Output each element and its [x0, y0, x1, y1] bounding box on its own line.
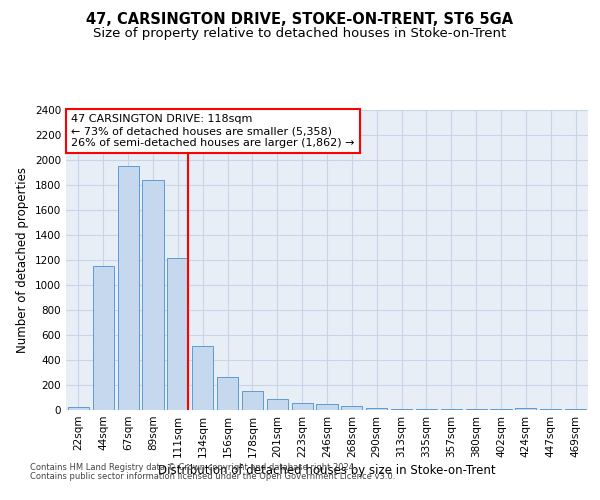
Bar: [391, 409, 412, 410]
Bar: [292, 403, 313, 410]
Bar: [167, 258, 188, 410]
Bar: [416, 409, 437, 410]
Text: 47, CARSINGTON DRIVE, STOKE-ON-TRENT, ST6 5GA: 47, CARSINGTON DRIVE, STOKE-ON-TRENT, ST…: [86, 12, 514, 28]
Bar: [316, 404, 338, 410]
Y-axis label: Number of detached properties: Number of detached properties: [16, 167, 29, 353]
Bar: [192, 346, 213, 410]
Text: Contains public sector information licensed under the Open Government Licence v3: Contains public sector information licen…: [30, 472, 395, 481]
Bar: [366, 408, 387, 410]
Text: Contains HM Land Registry data © Crown copyright and database right 2024.: Contains HM Land Registry data © Crown c…: [30, 464, 356, 472]
Bar: [267, 400, 288, 410]
Text: 47 CARSINGTON DRIVE: 118sqm
← 73% of detached houses are smaller (5,358)
26% of : 47 CARSINGTON DRIVE: 118sqm ← 73% of det…: [71, 114, 355, 148]
Bar: [242, 391, 263, 410]
Bar: [515, 408, 536, 410]
Bar: [118, 166, 139, 410]
Bar: [217, 377, 238, 410]
Bar: [341, 406, 362, 410]
Bar: [142, 180, 164, 410]
Bar: [93, 266, 114, 410]
Text: Size of property relative to detached houses in Stoke-on-Trent: Size of property relative to detached ho…: [94, 28, 506, 40]
Bar: [68, 407, 89, 410]
X-axis label: Distribution of detached houses by size in Stoke-on-Trent: Distribution of detached houses by size …: [158, 464, 496, 477]
